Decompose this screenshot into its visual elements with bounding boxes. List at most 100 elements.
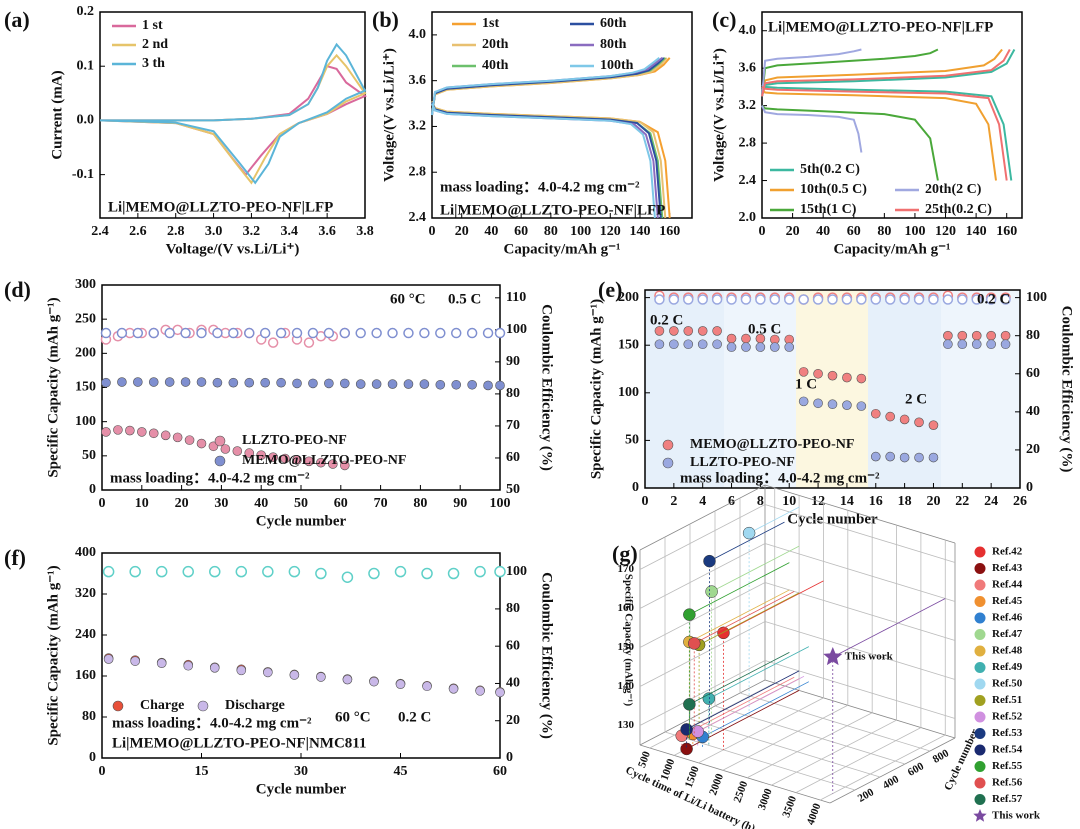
- x-tick-label: 0: [99, 496, 106, 511]
- legend-swatch: [214, 455, 226, 467]
- y-tick-label: 2.0: [739, 210, 757, 225]
- legend-label: Ref.44: [992, 579, 1023, 591]
- capacity-point: [101, 377, 111, 388]
- y-tick-label: 80: [82, 709, 96, 724]
- legend-label: Ref.56: [992, 777, 1023, 789]
- ref-point: [703, 554, 716, 568]
- x-tick-label: 30: [294, 764, 308, 779]
- y2-tick-label: 70: [506, 418, 520, 433]
- capacity-point: [726, 342, 737, 352]
- x-tick-label: 40: [816, 224, 830, 239]
- x-tick-label: 2.8: [167, 224, 185, 239]
- panel-label: (g): [612, 541, 638, 566]
- axis-edge: [639, 744, 831, 804]
- efficiency-point: [129, 565, 141, 578]
- x-tick-label: 2.6: [129, 224, 147, 239]
- capacity-point: [943, 330, 953, 341]
- efficiency-point: [341, 571, 354, 583]
- capacity-point: [842, 372, 852, 383]
- x-tick-label: 1500: [683, 764, 702, 789]
- y-axis-label: Specific Capacity (mAh g⁻¹): [45, 565, 61, 745]
- efficiency-point: [482, 327, 494, 339]
- efficiency-point: [827, 294, 838, 305]
- capacity-point: [928, 420, 939, 430]
- capacity-point: [148, 428, 159, 439]
- legend-label: Ref.42: [992, 546, 1023, 558]
- projection-line: [748, 506, 800, 534]
- grid-line: [764, 621, 956, 680]
- legend-label: 1st: [482, 16, 499, 31]
- projection-line: [698, 592, 800, 646]
- grid-line: [639, 504, 766, 570]
- capacity-point: [683, 339, 694, 350]
- x-tick-label: 2: [670, 494, 677, 509]
- x-tick-label: 0: [642, 494, 649, 509]
- x-tick-label: 70: [374, 496, 388, 511]
- axis-edge: [639, 484, 766, 551]
- ref-point: [683, 608, 696, 621]
- capacity-point: [232, 446, 243, 456]
- capacity-point: [669, 326, 679, 336]
- capacity-point: [986, 330, 996, 341]
- efficiency-point: [798, 294, 809, 305]
- annotation: 0.2 C: [398, 709, 431, 725]
- capacity-point: [148, 377, 159, 387]
- capacity-point: [914, 417, 924, 428]
- x-axis-label: Cycle number: [256, 781, 347, 797]
- series-line: [761, 48, 1003, 181]
- grid-line: [639, 660, 766, 726]
- legend-label: MEMO@LLZTO-PEO-NF: [690, 437, 854, 452]
- capacity-point: [899, 414, 910, 425]
- grid-line: [714, 705, 906, 765]
- capacity-point: [339, 378, 350, 389]
- grid-line: [639, 543, 766, 609]
- efficiency-point: [371, 327, 382, 339]
- efficiency-point: [275, 327, 287, 339]
- x-tick-label: 60: [847, 224, 861, 239]
- efficiency-point: [783, 294, 795, 305]
- capacity-point: [495, 380, 505, 391]
- annotation: Li|MEMO@LLZTO-PEO-NF|NMC811: [112, 735, 366, 751]
- y-tick-label: 0: [632, 480, 639, 495]
- projection-line: [689, 562, 790, 615]
- legend-swatch: [662, 457, 674, 469]
- annotation: 0.5 C: [748, 321, 781, 337]
- capacity-point: [483, 380, 493, 391]
- rate-region: [645, 290, 724, 488]
- capacity-point: [712, 339, 722, 350]
- legend-swatch: [662, 439, 674, 451]
- projection-line: [832, 598, 946, 658]
- legend-swatch: [974, 645, 986, 657]
- capacity-point: [475, 686, 485, 696]
- capacity-point: [125, 425, 135, 436]
- legend-label: 80th: [600, 37, 627, 52]
- legend-label: 2 nd: [142, 37, 168, 52]
- z-tick-label: 800: [931, 747, 952, 766]
- x-tick-label: 100: [570, 224, 591, 239]
- efficiency-point: [196, 327, 207, 339]
- capacity-point: [827, 399, 838, 410]
- capacity-point: [308, 378, 318, 389]
- series-line: [761, 49, 1016, 181]
- capacity-point: [133, 377, 143, 387]
- capacity-point: [339, 460, 350, 471]
- efficiency-point: [899, 294, 910, 305]
- capacity-point: [943, 339, 953, 350]
- ref-point: [705, 585, 718, 598]
- projection-line: [689, 651, 790, 705]
- rate-region: [796, 290, 868, 488]
- capacity-point: [697, 339, 708, 350]
- series-line: [761, 49, 1011, 181]
- grid-line: [820, 734, 946, 801]
- panel-label: (a): [4, 7, 30, 32]
- efficiency-point: [668, 294, 680, 305]
- capacity-point: [957, 330, 968, 341]
- grid-line: [722, 704, 849, 771]
- y2-axis-label: Coulombic Efficiency (%): [539, 572, 555, 739]
- capacity-point: [316, 672, 326, 682]
- y-axis-label: Voltage/(V vs.Li/Li⁺): [711, 48, 727, 182]
- x-tick-label: 160: [659, 224, 680, 239]
- capacity-point: [928, 452, 939, 463]
- x-tick-label: 3.0: [205, 224, 223, 239]
- y2-tick-label: 90: [506, 354, 520, 369]
